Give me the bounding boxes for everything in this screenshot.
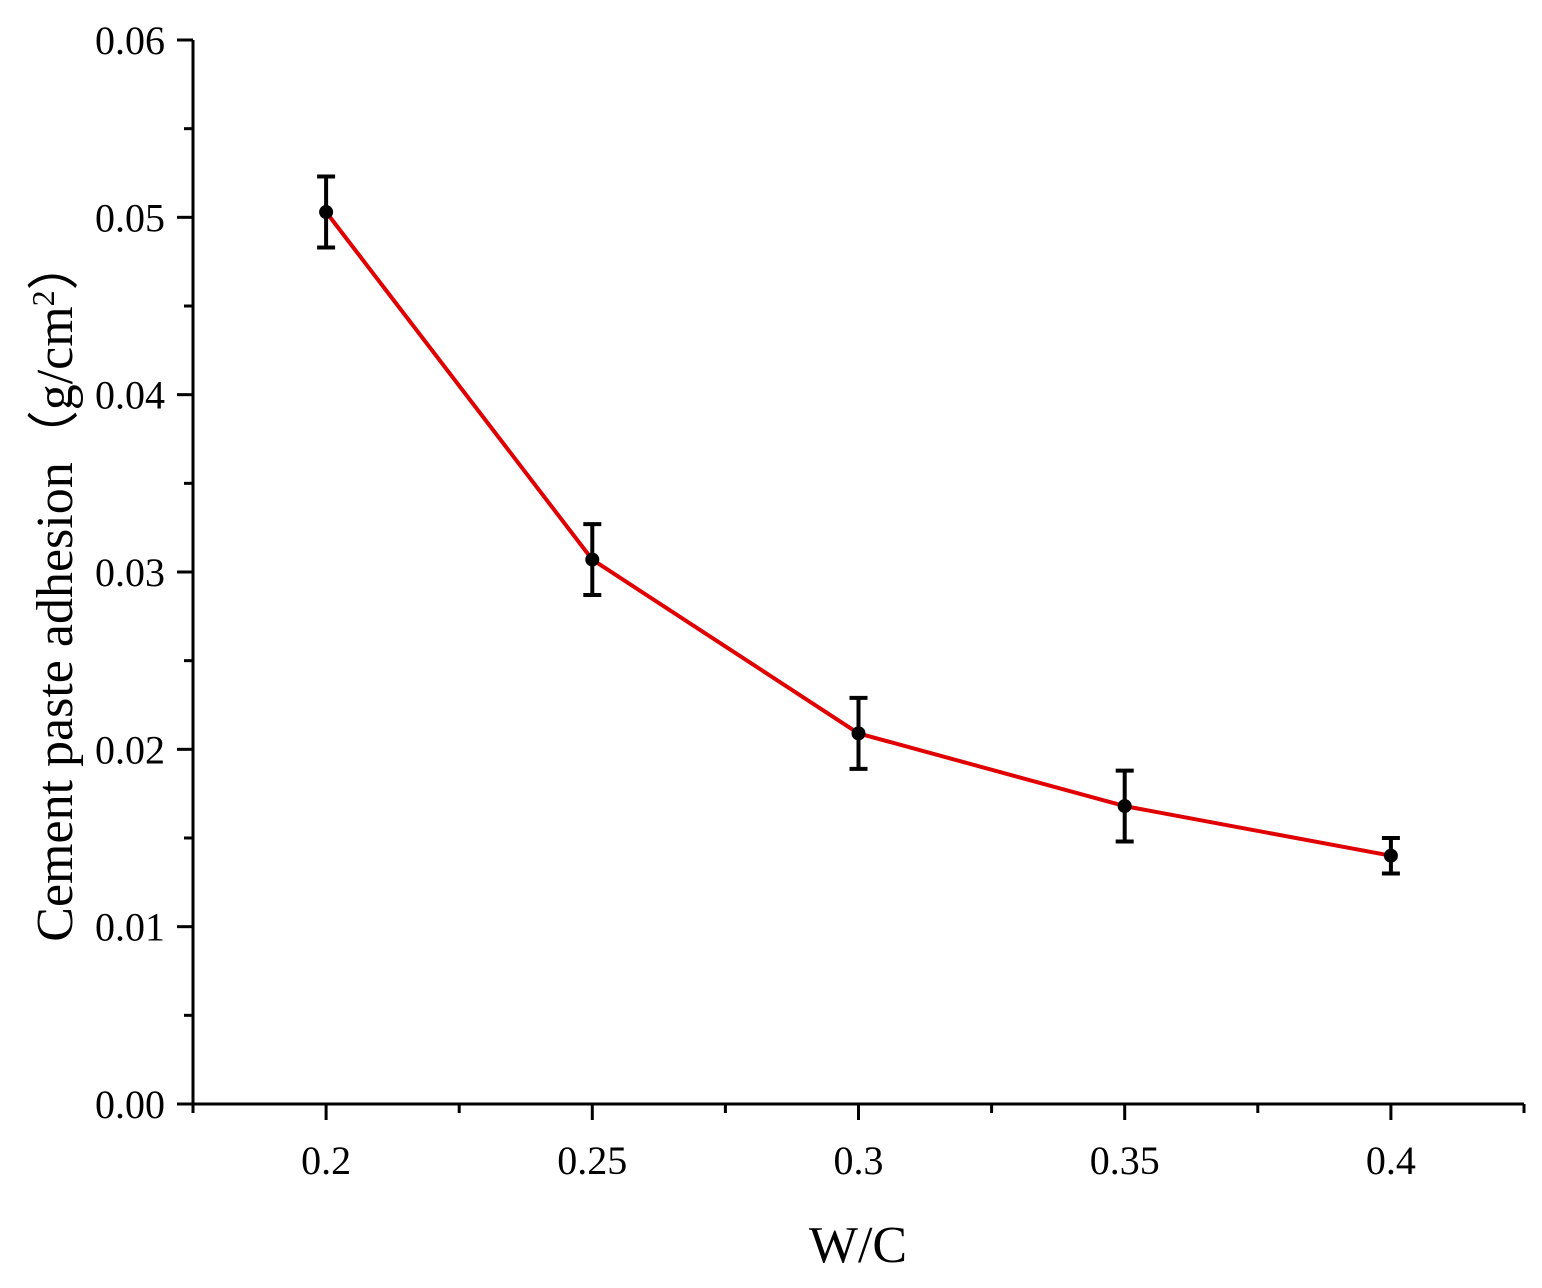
data-point bbox=[851, 726, 866, 741]
x-axis-title: W/C bbox=[809, 1217, 907, 1274]
data-point bbox=[319, 205, 334, 220]
axes bbox=[191, 40, 1524, 1106]
series bbox=[317, 174, 1400, 876]
y-axis-title: Cement paste adhesion（g/cm2） bbox=[25, 238, 84, 941]
data-point bbox=[1117, 799, 1132, 814]
x-tick-label: 0.25 bbox=[557, 1138, 627, 1183]
x-tick-label: 0.35 bbox=[1090, 1138, 1160, 1183]
y-tick-label: 0.06 bbox=[95, 18, 165, 63]
y-axis-title-main: Cement paste adhesion（g/cm bbox=[27, 306, 84, 941]
y-axis-title-close: ） bbox=[27, 238, 84, 290]
y-tick-label: 0.04 bbox=[95, 373, 165, 418]
y-tick-label: 0.03 bbox=[95, 550, 165, 595]
x-tick-label: 0.3 bbox=[834, 1138, 884, 1183]
y-tick-label: 0.00 bbox=[95, 1082, 165, 1127]
data-point bbox=[585, 552, 600, 567]
ticks: 0.00 0.01 0.02 0.03 0.04 0.05 0.06 0.2 0.25 0.3 0.… bbox=[95, 18, 1526, 1183]
data-point bbox=[1383, 848, 1398, 863]
y-tick-label: 0.01 bbox=[95, 905, 165, 950]
y-axis-title-superscript: 2 bbox=[25, 290, 61, 306]
x-tick-label: 0.4 bbox=[1366, 1138, 1416, 1183]
x-tick-label: 0.2 bbox=[301, 1138, 351, 1183]
y-tick-label: 0.05 bbox=[95, 195, 165, 240]
y-tick-label: 0.02 bbox=[95, 727, 165, 772]
